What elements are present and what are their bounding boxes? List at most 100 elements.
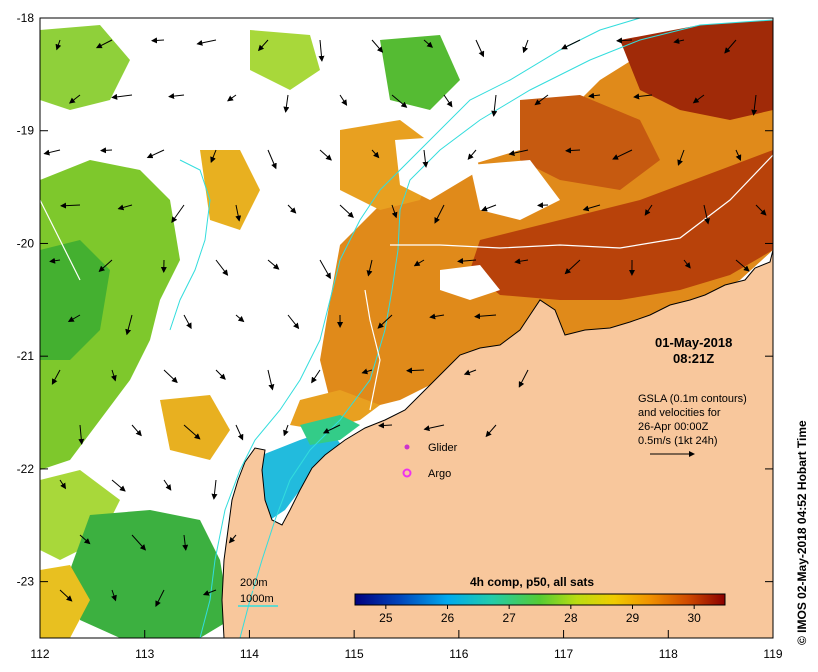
velocity-arrow-icon (485, 424, 497, 438)
velocity-arrow-icon (78, 424, 85, 445)
velocity-arrow-icon (235, 424, 244, 441)
velocity-arrow-icon (692, 94, 705, 104)
velocity-arrow-icon (391, 94, 408, 108)
velocity-arrow-icon (117, 204, 133, 211)
velocity-arrow-icon (378, 422, 393, 429)
velocity-arrow-icon (633, 93, 653, 100)
velocity-arrow-icon (110, 369, 117, 382)
y-tick-label: -21 (17, 349, 35, 363)
velocity-arrow-icon (227, 94, 237, 102)
time-label: 08:21Z (673, 351, 714, 366)
velocity-arrow-icon (588, 92, 601, 99)
velocity-arrow-icon (371, 39, 384, 53)
x-tick-label: 118 (659, 647, 678, 661)
velocity-arrow-icon (319, 259, 331, 280)
gsla-contours (39, 154, 774, 411)
y-tick-label: -20 (17, 236, 35, 250)
plot-frame (39, 17, 774, 639)
colorbar-tick-label: 30 (687, 611, 701, 625)
velocity-arrow-icon (171, 204, 185, 223)
velocity-arrow-icon (228, 534, 237, 544)
velocity-arrow-icon (146, 149, 165, 159)
argo-marker-icon (402, 468, 412, 478)
date-label: 01-May-2018 (655, 335, 732, 350)
velocity-arrow-icon (59, 479, 67, 490)
velocity-arrow-icon (168, 93, 185, 100)
velocity-arrow-icon (508, 149, 529, 156)
velocity-arrow-icon (43, 149, 61, 156)
velocity-arrow-icon (210, 149, 217, 164)
velocity-arrow-icon (322, 424, 341, 434)
velocity-arrow-icon (751, 94, 758, 116)
velocity-arrow-icon (79, 534, 91, 545)
velocity-arrow-icon (235, 204, 242, 222)
velocity-arrow-icon (196, 39, 217, 46)
velocity-arrow-icon (182, 534, 189, 551)
velocity-arrow-icon (339, 94, 348, 106)
velocity-arrow-icon (703, 204, 710, 225)
colorbar (354, 593, 726, 606)
velocity-arrow-icon (202, 589, 217, 596)
colorbar-tick-label: 27 (502, 611, 516, 625)
velocity-arrow-icon (111, 93, 133, 100)
velocity-arrow-icon (318, 39, 325, 62)
velocity-arrow-icon (443, 94, 453, 108)
velocity-arrow-icon (429, 313, 445, 320)
velocity-arrow-icon (319, 149, 332, 161)
velocity-arrow-icon (98, 259, 113, 272)
velocity-arrow-icon (60, 202, 81, 209)
velocity-arrow-icon (163, 369, 178, 384)
velocity-arrow-icon (55, 39, 62, 51)
velocity-arrow-icon (724, 39, 737, 54)
velocity-arrow-icon (391, 204, 398, 219)
velocity-arrow-icon (481, 204, 497, 212)
velocity-arrow-icon (95, 39, 113, 49)
velocity-arrow-icon (564, 259, 581, 275)
x-tick-label: 116 (449, 647, 468, 661)
velocity-arrow-icon (422, 149, 429, 168)
gsla-line-3: 26-Apr 00:00Z (638, 421, 709, 433)
velocity-arrow-icon (534, 94, 549, 106)
colorbar-tick-label: 25 (379, 611, 393, 625)
x-tick-label: 115 (345, 647, 364, 661)
velocity-arrow-icon (582, 204, 601, 212)
velocity-arrow-icon (257, 39, 269, 52)
glider-label: Glider (428, 442, 458, 454)
velocity-arrow-icon (735, 149, 742, 161)
velocity-arrow-icon (283, 424, 289, 437)
velocity-arrow-icon (644, 204, 653, 216)
velocity-arrow-icon (51, 369, 61, 385)
y-tick-label: -23 (17, 575, 35, 589)
glider-marker-icon (404, 444, 410, 450)
credit-label: © IMOS 02-May-2018 04:52 Hobart Time (795, 420, 809, 645)
velocity-arrow-icon (491, 94, 498, 117)
y-tick-label: -18 (17, 11, 35, 25)
velocity-arrow-icon (67, 314, 81, 322)
gsla-line-2: and velocities for (638, 407, 721, 419)
x-tick-label: 112 (30, 647, 49, 661)
velocity-arrow-icon (163, 479, 172, 491)
velocity-arrow-icon (406, 367, 425, 374)
velocity-arrow-icon (463, 369, 477, 376)
velocity-arrow-icon (68, 94, 81, 104)
bathy-1000-label: 1000m (240, 593, 274, 605)
velocity-arrow-icon (283, 94, 290, 113)
velocity-arrow-icon (183, 314, 192, 330)
velocity-arrow-icon (155, 589, 165, 607)
velocity-arrow-icon (111, 589, 117, 602)
velocity-arrow-icon (423, 39, 434, 48)
bathy-200-label: 200m (240, 577, 268, 589)
gsla-line-4: 0.5m/s (1kt 24h) (638, 435, 717, 447)
gsla-line-1: GSLA (0.1m contours) (638, 393, 747, 405)
x-tick-label: 113 (135, 647, 154, 661)
land-mass (221, 249, 774, 639)
velocity-arrow-icon (111, 479, 126, 492)
velocity-arrow-icon (215, 259, 229, 276)
y-tick-label: -22 (17, 462, 35, 476)
velocity-arrow-icon (183, 424, 201, 440)
colorbar-tick-label: 29 (626, 611, 640, 625)
velocity-arrow-icon (413, 259, 425, 267)
velocity-arrow-icon (673, 38, 685, 45)
velocity-arrow-icon (612, 149, 633, 160)
